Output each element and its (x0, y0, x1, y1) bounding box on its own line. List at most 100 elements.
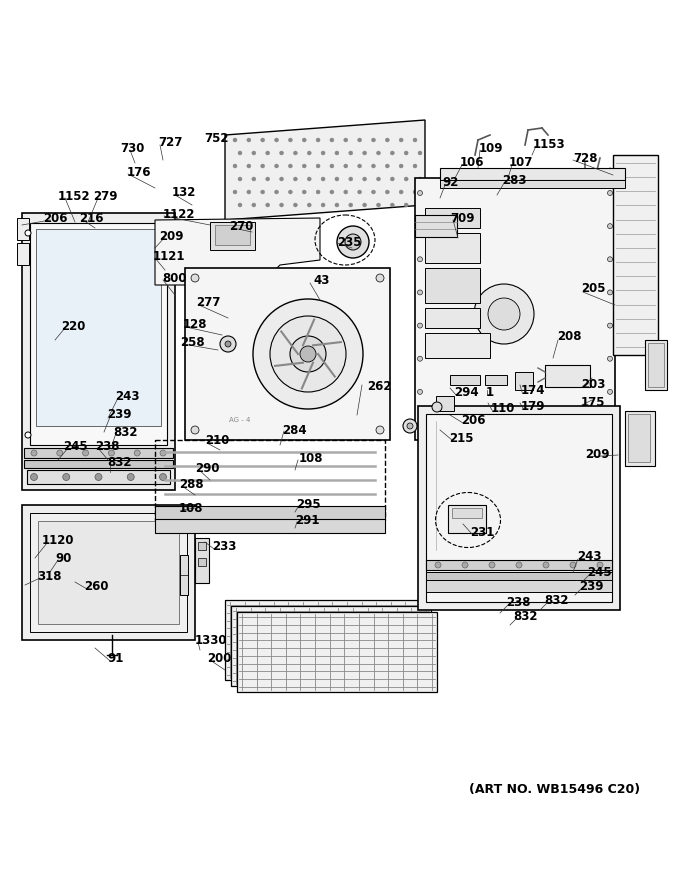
Circle shape (432, 402, 442, 412)
Text: 90: 90 (55, 552, 71, 564)
Polygon shape (155, 218, 320, 285)
Text: 91: 91 (107, 652, 123, 665)
Circle shape (288, 138, 292, 142)
Circle shape (371, 138, 375, 142)
Circle shape (362, 151, 367, 155)
Text: 92: 92 (442, 177, 458, 189)
Circle shape (330, 138, 334, 142)
Circle shape (330, 164, 334, 168)
Circle shape (337, 226, 369, 258)
Circle shape (260, 190, 265, 194)
Circle shape (607, 389, 613, 394)
Circle shape (63, 473, 70, 480)
Circle shape (489, 562, 495, 568)
Text: 206: 206 (461, 414, 486, 428)
Text: 215: 215 (449, 431, 473, 444)
Circle shape (275, 164, 279, 168)
Text: 800: 800 (162, 272, 186, 284)
Circle shape (418, 422, 422, 428)
Circle shape (474, 284, 534, 344)
Circle shape (376, 274, 384, 282)
Bar (24, 460, 173, 468)
Circle shape (386, 138, 390, 142)
Text: 132: 132 (172, 187, 197, 200)
Circle shape (543, 562, 549, 568)
Circle shape (607, 290, 613, 295)
Bar (180, 555, 188, 595)
Circle shape (418, 323, 422, 328)
Circle shape (260, 164, 265, 168)
Circle shape (127, 473, 134, 480)
Text: 179: 179 (521, 400, 545, 413)
Text: 239: 239 (579, 581, 604, 593)
Circle shape (362, 177, 367, 181)
Circle shape (349, 177, 353, 181)
Bar (198, 558, 206, 566)
Bar (628, 414, 650, 462)
Circle shape (516, 562, 522, 568)
Circle shape (252, 151, 256, 155)
Circle shape (321, 177, 325, 181)
Text: 209: 209 (159, 231, 184, 244)
Circle shape (488, 298, 520, 330)
Text: 295: 295 (296, 498, 321, 511)
Circle shape (371, 190, 375, 194)
Circle shape (160, 450, 166, 456)
Circle shape (390, 203, 394, 207)
Circle shape (607, 190, 613, 195)
Circle shape (288, 164, 292, 168)
Circle shape (377, 203, 381, 207)
Circle shape (407, 423, 413, 429)
Circle shape (233, 164, 237, 168)
Circle shape (266, 151, 270, 155)
Circle shape (316, 164, 320, 168)
Text: 200: 200 (207, 651, 231, 664)
Bar (426, 560, 612, 570)
Circle shape (475, 581, 482, 588)
Circle shape (335, 151, 339, 155)
Circle shape (293, 203, 297, 207)
Text: 43: 43 (313, 275, 329, 288)
Circle shape (307, 177, 311, 181)
Bar (613, 155, 658, 355)
Text: 209: 209 (585, 449, 609, 461)
Text: 233: 233 (212, 540, 237, 554)
Polygon shape (22, 213, 175, 490)
Circle shape (371, 164, 375, 168)
Circle shape (95, 473, 102, 480)
Circle shape (376, 426, 384, 434)
Text: 109: 109 (479, 142, 503, 155)
Text: 107: 107 (509, 157, 533, 170)
Bar (198, 542, 206, 550)
Text: 709: 709 (450, 211, 475, 224)
Text: 239: 239 (107, 408, 131, 422)
Circle shape (597, 562, 603, 568)
Circle shape (435, 562, 441, 568)
Circle shape (191, 426, 199, 434)
Circle shape (404, 203, 408, 207)
Text: 216: 216 (79, 211, 103, 224)
Text: 752: 752 (204, 133, 228, 145)
Text: 110: 110 (491, 401, 515, 414)
Text: 283: 283 (502, 174, 526, 187)
Bar (155, 519, 385, 533)
Circle shape (108, 450, 114, 456)
Bar (440, 168, 625, 180)
Text: 294: 294 (454, 386, 479, 400)
Circle shape (596, 581, 604, 588)
Circle shape (344, 190, 347, 194)
Circle shape (134, 450, 140, 456)
Bar (415, 178, 615, 440)
Text: 174: 174 (521, 384, 545, 397)
Circle shape (288, 190, 292, 194)
Circle shape (413, 190, 417, 194)
Circle shape (253, 299, 363, 409)
Circle shape (570, 562, 576, 568)
Circle shape (418, 389, 422, 394)
Circle shape (266, 177, 270, 181)
Bar (210, 222, 255, 250)
Text: 243: 243 (577, 551, 602, 563)
Text: 288: 288 (179, 478, 203, 490)
Circle shape (358, 190, 362, 194)
Circle shape (556, 581, 563, 588)
